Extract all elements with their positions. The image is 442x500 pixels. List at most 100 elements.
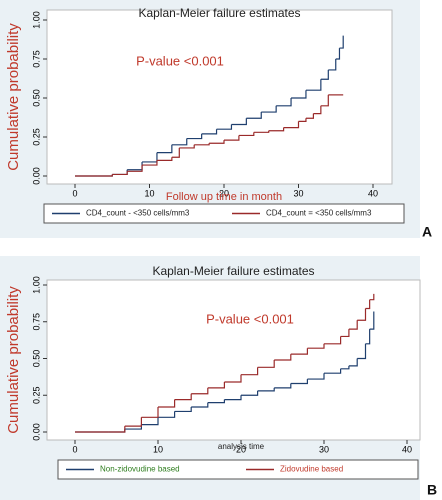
km-step: [241, 390, 259, 396]
km-step: [174, 393, 192, 401]
x-axis-label: analysis time: [218, 442, 265, 451]
km-step: [179, 144, 195, 149]
y-tick-label: 0.50: [31, 350, 41, 368]
chart-title: Kaplan-Meier failure estimates: [138, 6, 300, 20]
y-tick-label: 0.75: [31, 50, 41, 68]
km-step: [274, 354, 292, 361]
x-tick-label: 20: [236, 444, 246, 454]
legend-label: Non-zidovudine based: [100, 465, 180, 474]
y-tick-label: 0.25: [31, 386, 41, 404]
km-step: [291, 90, 307, 99]
km-step: [207, 382, 225, 389]
legend-label: Zidovudine based: [280, 465, 343, 474]
km-step: [241, 367, 259, 376]
km-step: [224, 374, 242, 383]
km-step: [324, 336, 342, 345]
km-step: [339, 35, 344, 49]
x-tick-label: 0: [72, 444, 77, 454]
annotation: P-value <0.001: [206, 311, 294, 326]
y-tick-label: 0.00: [31, 423, 41, 441]
x-tick-label: 10: [144, 188, 154, 198]
km-step: [124, 417, 142, 427]
y-tick-label: 0.50: [31, 89, 41, 107]
km-step: [238, 132, 255, 137]
km-step: [305, 113, 314, 119]
x-tick-label: 0: [72, 188, 77, 198]
km-step: [335, 48, 341, 60]
chart-title: Kaplan-Meier failure estimates: [152, 264, 314, 278]
km-step: [127, 165, 143, 172]
km-step: [156, 157, 173, 161]
km-step: [108, 426, 126, 433]
annotation: P-value <0.001: [136, 53, 224, 68]
y-tick-label: 1.00: [31, 11, 41, 29]
km-step: [224, 135, 240, 141]
km-step: [224, 395, 242, 401]
km-step: [276, 98, 292, 107]
km-step: [298, 118, 307, 122]
km-step: [112, 171, 128, 176]
x-tick-label: 10: [153, 444, 163, 454]
km-step: [305, 79, 322, 91]
km-step: [348, 358, 358, 367]
panel-label: A: [422, 224, 432, 240]
y-tick-label: 0.00: [31, 167, 41, 185]
km-step: [365, 299, 371, 310]
legend-label: CD4_count - <350 cells/mm3: [86, 209, 190, 218]
km-step: [246, 112, 262, 119]
km-step: [340, 329, 350, 338]
km-step: [142, 160, 158, 166]
km-step: [369, 293, 375, 301]
km-step: [191, 402, 209, 408]
km-step: [324, 368, 342, 374]
km-step: [216, 124, 233, 130]
km-step: [365, 329, 371, 345]
x-tick-label: 20: [219, 188, 229, 198]
km-step: [290, 379, 308, 385]
km-step: [369, 311, 375, 330]
panel-label: B: [427, 482, 437, 498]
x-tick-label: 40: [368, 188, 378, 198]
plot-area: [46, 279, 421, 441]
km-step: [307, 343, 325, 349]
y-tick-label: 0.25: [31, 128, 41, 146]
x-tick-label: 40: [402, 444, 412, 454]
km-step: [156, 144, 173, 154]
km-step: [257, 387, 275, 392]
km-step: [357, 308, 367, 321]
km-step: [320, 69, 329, 80]
km-step: [328, 59, 337, 71]
km-step: [357, 343, 367, 360]
km-step: [290, 348, 308, 355]
km-step: [261, 105, 277, 113]
km-step: [201, 129, 218, 135]
km-step: [274, 383, 292, 389]
plot-area: [46, 9, 393, 185]
km-step: [257, 359, 275, 368]
km-step: [141, 417, 159, 426]
km-step: [174, 407, 192, 413]
km-step: [231, 118, 247, 126]
y-tick-label: 0.75: [31, 313, 41, 331]
km-step: [141, 407, 159, 418]
y-axis-label: Cumulative probability: [5, 286, 22, 434]
km-step: [320, 94, 329, 107]
x-axis-label: Follow up time in month: [166, 191, 282, 203]
km-step: [268, 127, 285, 132]
km-step: [348, 320, 358, 330]
km-step: [186, 133, 203, 140]
legend-box: [43, 203, 405, 224]
km-step: [207, 399, 225, 404]
km-step: [283, 121, 300, 129]
y-axis-label: Cumulative probability: [5, 23, 22, 171]
km-step: [191, 387, 209, 395]
km-step: [313, 105, 322, 115]
x-tick-label: 30: [293, 188, 303, 198]
km-step: [307, 373, 325, 380]
legend-label: CD4_count = <350 cells/mm3: [266, 209, 372, 218]
km-step: [158, 411, 176, 418]
km-step: [171, 138, 188, 146]
km-step: [158, 399, 176, 408]
y-tick-label: 1.00: [31, 276, 41, 294]
